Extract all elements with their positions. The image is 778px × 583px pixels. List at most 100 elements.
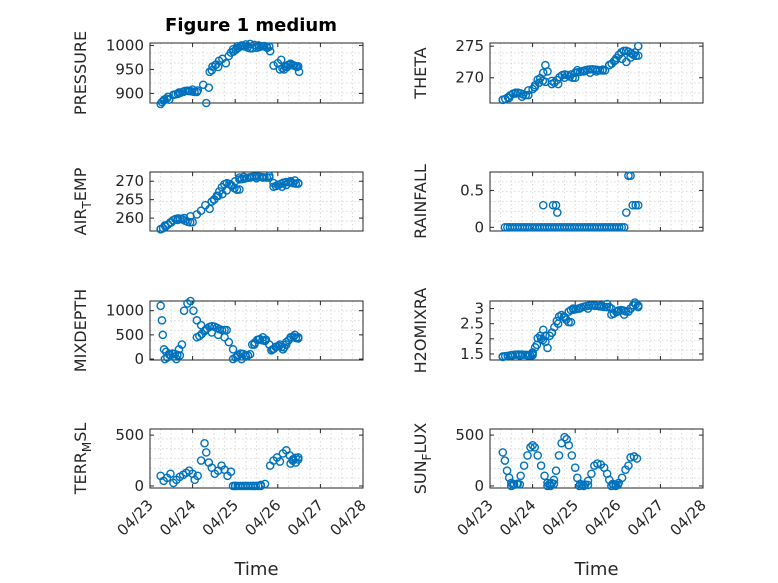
- x-axis-label: Time: [573, 559, 618, 580]
- data-point: [566, 70, 576, 79]
- data-point: [276, 55, 286, 65]
- data-point: [619, 223, 629, 232]
- data-point: [622, 57, 631, 67]
- data-point: [164, 349, 174, 359]
- data-point: [521, 90, 531, 100]
- data-series: [156, 39, 304, 109]
- data-point: [583, 476, 593, 486]
- data-point: [626, 304, 635, 313]
- y-tick-label: 270: [455, 69, 484, 87]
- subplot-mixdepth: 1000 500 0 MIXDEPTH: [71, 289, 364, 372]
- data-point: [196, 206, 206, 216]
- y-tick-label: 900: [115, 84, 144, 102]
- subplot-sun-flux: 500 0 SUNFLUX: [411, 423, 704, 495]
- data-point: [630, 48, 640, 57]
- data-point: [172, 354, 181, 364]
- data-point: [156, 301, 165, 311]
- data-point: [543, 67, 552, 76]
- data-point: [590, 301, 599, 310]
- data-point: [226, 467, 236, 477]
- data-point: [517, 92, 527, 101]
- data-point: [235, 185, 244, 194]
- data-point: [553, 79, 563, 89]
- axes-frame: [489, 428, 704, 489]
- data-point: [534, 78, 544, 88]
- axes-frame: [489, 300, 704, 361]
- data-point: [622, 208, 631, 217]
- y-tick-label: 265: [115, 191, 144, 209]
- data-point: [196, 320, 206, 330]
- y-axis-label: THETA: [411, 47, 430, 99]
- y-tick-label: 1000: [106, 302, 144, 320]
- data-point: [568, 304, 578, 313]
- data-point: [275, 457, 285, 466]
- subplot-rainfall: 0.5 0 RAINFALL: [411, 164, 704, 239]
- data-point: [631, 200, 640, 210]
- axes-frame: [489, 42, 704, 104]
- data-point: [538, 68, 548, 77]
- data-point: [222, 186, 231, 195]
- data-point: [617, 223, 627, 232]
- data-point: [186, 296, 195, 306]
- data-point: [241, 352, 251, 361]
- subplot-terr-msl: 500 0 TERRMSL: [71, 423, 364, 495]
- data-point: [293, 178, 303, 188]
- data-point: [614, 223, 624, 232]
- data-point: [553, 208, 562, 217]
- data-point: [602, 302, 612, 312]
- data-point: [292, 62, 302, 72]
- figure-title: Figure 1 medium: [165, 15, 337, 36]
- data-point: [239, 172, 249, 182]
- data-point: [189, 306, 198, 315]
- y-tick-label: 2.5: [460, 315, 484, 333]
- data-point: [204, 83, 214, 92]
- y-tick-label: 0: [474, 218, 484, 236]
- data-point: [519, 461, 529, 470]
- data-point: [553, 319, 563, 328]
- data-point: [617, 473, 627, 483]
- data-point: [265, 46, 275, 56]
- data-point: [222, 325, 231, 335]
- data-point: [533, 451, 543, 460]
- data-point: [286, 176, 295, 186]
- data-point: [587, 469, 596, 479]
- data-point: [230, 481, 240, 491]
- data-point: [530, 443, 540, 452]
- y-axis-label: PRESSURE: [71, 31, 90, 115]
- data-point: [604, 60, 614, 70]
- data-point: [602, 299, 612, 309]
- x-axis-label: Time: [233, 559, 278, 580]
- data-point: [560, 432, 569, 442]
- y-axis-label: SUNFLUX: [411, 423, 434, 495]
- data-point: [498, 448, 508, 457]
- data-series: [498, 432, 642, 491]
- data-point: [619, 310, 629, 319]
- data-point: [540, 471, 549, 481]
- data-point: [251, 481, 260, 491]
- data-point: [294, 67, 304, 77]
- data-point: [626, 53, 635, 62]
- data-series: [500, 171, 643, 232]
- y-tick-label: 0: [474, 477, 484, 495]
- data-point: [184, 86, 193, 96]
- data-point: [509, 480, 518, 490]
- data-point: [579, 481, 589, 491]
- y-axis-label: MIXDEPTH: [71, 289, 90, 372]
- data-point: [567, 451, 577, 460]
- data-point: [532, 340, 542, 350]
- y-tick-label: 1000: [106, 36, 144, 54]
- data-point: [188, 85, 197, 94]
- data-point: [506, 478, 516, 488]
- data-point: [250, 340, 259, 349]
- data-series: [156, 438, 303, 491]
- y-axis-label: RAINFALL: [411, 164, 430, 239]
- data-point: [513, 479, 522, 489]
- data-point: [626, 171, 635, 180]
- data-point: [548, 200, 558, 210]
- data-point: [245, 173, 255, 182]
- data-point: [528, 440, 537, 450]
- data-point: [245, 349, 255, 359]
- data-point: [207, 197, 217, 206]
- data-point: [269, 178, 278, 188]
- axes-frame: [149, 300, 364, 361]
